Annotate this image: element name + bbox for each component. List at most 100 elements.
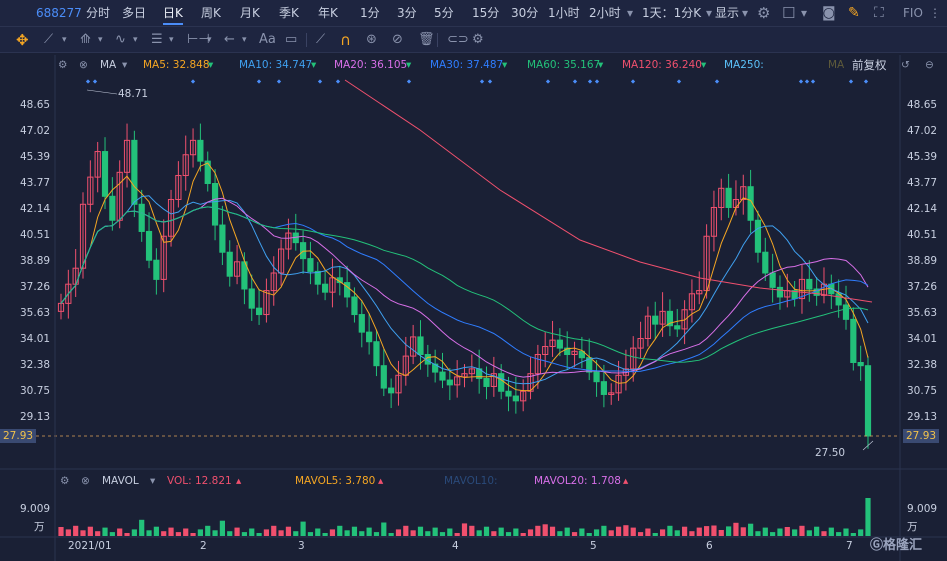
volume-bar — [770, 532, 776, 536]
volume-bar — [792, 529, 798, 536]
ma-caret-icon[interactable]: ▾ — [122, 59, 128, 71]
ma-close-icon[interactable]: ⊗ — [79, 59, 88, 71]
volume-bar — [579, 528, 585, 536]
volume-bar — [806, 530, 812, 536]
minimize-icon[interactable]: ⊖ — [925, 59, 934, 71]
period-tab-15min[interactable]: 15分 — [472, 6, 500, 20]
magnet-icon[interactable]: ∩ — [340, 31, 351, 49]
candle-body — [94, 151, 101, 178]
hide-drawings-icon[interactable]: ⊘ — [392, 32, 403, 47]
period-tab-3min[interactable]: 3分 — [397, 6, 417, 20]
vol-close-icon[interactable]: ⊗ — [81, 475, 90, 487]
candle-body — [417, 336, 424, 356]
candle-body — [432, 363, 439, 373]
volume-bar — [571, 532, 578, 536]
period-tab-quarterly[interactable]: 季K — [279, 6, 299, 20]
wave-tool-caret-icon[interactable]: ▾ — [133, 35, 138, 45]
candle-body — [674, 325, 681, 330]
period-tab-1hour[interactable]: 1小时 — [548, 6, 580, 20]
volume-bar — [102, 527, 108, 536]
fib-tool-caret-icon[interactable]: ▾ — [169, 35, 174, 45]
line-tool-icon[interactable]: ⟋ — [44, 32, 54, 47]
lock-drawings-icon[interactable]: ⊛ — [366, 32, 377, 47]
volume-bar — [124, 533, 130, 536]
checkbox-icon[interactable]: ☐ — [782, 4, 796, 22]
candle-body — [446, 379, 453, 386]
channel-tool-icon[interactable]: ⟰ — [80, 32, 91, 47]
volume-bar — [447, 528, 453, 536]
signal-dot-icon — [335, 79, 341, 84]
volume-bar — [219, 520, 225, 536]
volume-bar — [564, 527, 570, 536]
toolbar-settings-icon[interactable]: ⚙ — [472, 32, 484, 47]
wave-tool-icon[interactable]: ∿ — [115, 32, 126, 47]
candle-body — [182, 154, 189, 177]
vol-arrow-icon: ▴ — [236, 475, 242, 487]
period-select-caret-icon[interactable]: ▾ — [706, 6, 713, 20]
dropdown-caret-icon[interactable]: ▾ — [627, 6, 634, 20]
price-tick-left: 42.14 — [20, 203, 51, 215]
candle-body — [358, 314, 365, 333]
display-menu[interactable]: 显示 — [715, 6, 740, 20]
volume-bar — [307, 532, 314, 536]
price-tick-left: 45.39 — [20, 151, 51, 163]
volume-bar — [483, 526, 490, 536]
range-tool-caret-icon[interactable]: ▾ — [207, 35, 212, 45]
range-tool-icon[interactable]: ⊢⊣ — [187, 32, 210, 47]
link-icon[interactable]: ⊂⊃ — [447, 32, 469, 47]
arrow-tool-icon[interactable]: ← — [224, 32, 235, 47]
volume-bar — [439, 532, 446, 536]
text-tool-icon[interactable]: Aa — [259, 32, 276, 47]
toolbar-divider — [437, 33, 438, 47]
period-tab-5min[interactable]: 5分 — [434, 6, 454, 20]
draw-pen-icon[interactable]: ✎ — [848, 5, 860, 21]
line-tool-caret-icon[interactable]: ▾ — [62, 35, 67, 45]
display-caret-icon[interactable]: ▾ — [742, 6, 749, 20]
period-tab-multiday[interactable]: 多日 — [122, 6, 147, 20]
volume-bar — [696, 527, 702, 536]
candle-body — [366, 331, 373, 343]
period-tab-intraday[interactable]: 分时 — [86, 6, 111, 20]
period-tab-monthly[interactable]: 月K — [240, 6, 260, 20]
vol-caret-icon[interactable]: ▾ — [150, 475, 156, 487]
volume-bar — [161, 531, 167, 536]
period-select[interactable]: 1天：1分K — [642, 6, 702, 20]
volume-bar — [784, 527, 790, 536]
period-tab-30min[interactable]: 30分 — [511, 6, 539, 20]
settings-gear-icon[interactable]: ⚙ — [757, 4, 771, 22]
ma-settings-icon[interactable]: ⚙ — [58, 59, 68, 71]
price-tick-right: 42.14 — [907, 203, 938, 215]
volume-bar — [535, 525, 541, 536]
more-icon[interactable]: ⋮ — [929, 6, 941, 20]
trash-icon[interactable]: 🗑 — [418, 32, 435, 47]
channel-tool-caret-icon[interactable]: ▾ — [98, 35, 103, 45]
logo-text: 格隆汇 — [883, 538, 923, 553]
period-tab-weekly[interactable]: 周K — [201, 6, 221, 20]
period-tab-1min[interactable]: 1分 — [360, 6, 380, 20]
signal-dot-icon — [848, 79, 854, 84]
period-tab-2hour[interactable]: 2小时 — [589, 6, 621, 20]
fib-tool-icon[interactable]: ☰ — [151, 32, 163, 47]
undo-icon[interactable]: ↺ — [901, 59, 910, 71]
ma10-value: MA10: 34.747 — [239, 59, 313, 71]
period-tab-yearly[interactable]: 年K — [318, 6, 338, 20]
arrow-tool-caret-icon[interactable]: ▾ — [242, 35, 247, 45]
crosshair-move-icon[interactable]: ✥ — [16, 31, 29, 49]
candle-body — [512, 395, 519, 402]
period-tab-daily[interactable]: 日K — [163, 0, 183, 27]
volume-bar — [263, 529, 270, 536]
candle-body — [586, 357, 593, 373]
volume-bar — [850, 533, 856, 536]
volume-bar — [601, 525, 607, 536]
candle-body — [776, 286, 784, 298]
comment-tool-icon[interactable]: ▭ — [285, 32, 298, 47]
camera-icon[interactable]: ◙ — [822, 5, 836, 21]
adjust-mode-button[interactable]: 前复权 — [852, 58, 887, 72]
fio-button[interactable]: FIO — [903, 6, 923, 20]
fullscreen-icon[interactable]: ⛶ — [874, 5, 884, 21]
volume-bar — [865, 498, 871, 536]
ruler-icon[interactable]: ⟋ — [316, 32, 326, 47]
checkbox-caret-icon[interactable]: ▾ — [801, 6, 808, 20]
vol-settings-icon[interactable]: ⚙ — [60, 475, 70, 487]
